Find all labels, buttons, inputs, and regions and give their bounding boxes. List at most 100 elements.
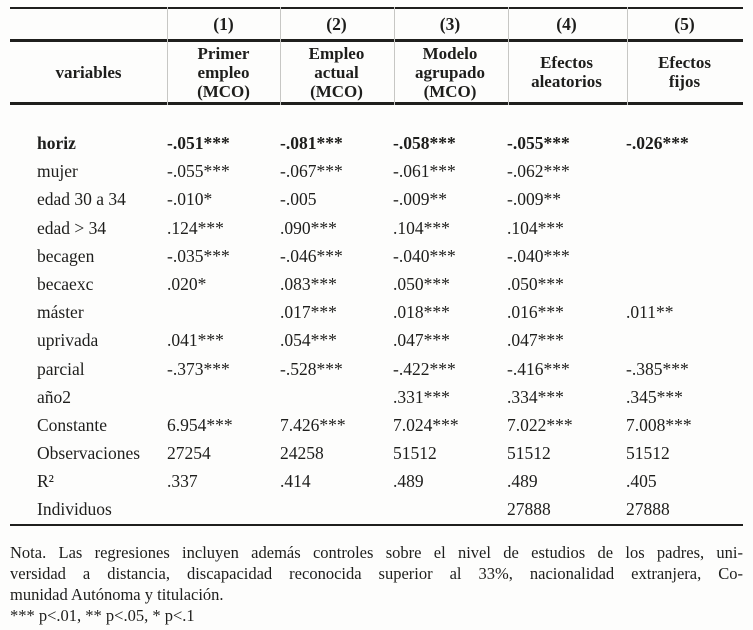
column-separator	[167, 7, 168, 105]
column-number: (1)	[213, 13, 234, 34]
value-cell: 7.024***	[393, 414, 459, 435]
column-separator	[394, 7, 395, 105]
value-cell: -.081***	[280, 133, 343, 153]
table-row: becaexc .020* .083*** .050*** .050***	[10, 270, 743, 298]
table-notes: Nota. Las regresiones incluyen además co…	[10, 542, 743, 626]
note-line: munidad Autónoma y titulación.	[10, 584, 224, 604]
value-cell: -.005	[280, 189, 317, 210]
table-content: (1) (2) (3) (4) (5) variables Primer emp…	[10, 7, 743, 626]
value-cell: .017***	[280, 302, 337, 323]
value-cell	[393, 495, 507, 523]
column-header-row: variables Primer empleo (MCO) Empleo act…	[10, 42, 743, 102]
value-cell: .050***	[393, 273, 450, 294]
value-cell: .018***	[393, 302, 450, 323]
value-cell: -.055***	[507, 133, 570, 153]
value-cell: .011**	[626, 302, 674, 323]
table-row: máster .017*** .018*** .016*** .011**	[10, 298, 743, 326]
header-rule	[10, 39, 743, 42]
row-label: uprivada	[37, 330, 99, 351]
column-separator	[508, 7, 509, 105]
row-label: Observaciones	[37, 443, 141, 464]
table-row: becagen -.035*** -.046*** -.040*** -.040***	[10, 242, 743, 270]
value-cell: -.010*	[167, 189, 213, 210]
table-header: (1) (2) (3) (4) (5) variables Primer emp…	[10, 7, 743, 105]
value-cell: .041***	[167, 330, 224, 351]
value-cell: .020*	[167, 273, 207, 294]
value-cell: .050***	[507, 273, 564, 294]
row-label: horiz	[37, 133, 76, 153]
value-cell	[626, 214, 743, 242]
value-cell	[280, 495, 393, 523]
row-label: becaexc	[37, 273, 94, 294]
table-row: uprivada .041*** .054*** .047*** .047***	[10, 326, 743, 354]
table-row: Observaciones 27254 24258 51512 51512 51512	[10, 439, 743, 467]
variables-header: variables	[55, 62, 122, 82]
note-line: Nota. Las regresiones incluyen además co…	[10, 542, 743, 562]
value-cell: .414	[280, 471, 311, 492]
row-label: R²	[37, 471, 54, 492]
table-row: edad > 34 .124*** .090*** .104*** .104***	[10, 214, 743, 242]
value-cell: .104***	[507, 217, 564, 238]
row-label: becagen	[37, 245, 95, 266]
value-cell: -.058***	[393, 133, 456, 153]
value-cell: 7.022***	[507, 414, 573, 435]
value-cell	[626, 157, 743, 185]
column-header: Empleo actual (MCO)	[308, 43, 365, 101]
row-label: año2	[37, 386, 72, 407]
column-number: (4)	[556, 13, 577, 34]
value-cell: .334***	[507, 386, 564, 407]
table-row: Constante 6.954*** 7.426*** 7.024*** 7.022**…	[10, 411, 743, 439]
value-cell: .345***	[626, 386, 683, 407]
value-cell: .047***	[393, 330, 450, 351]
column-number: (2)	[326, 13, 347, 34]
value-cell	[626, 270, 743, 298]
value-cell: 24258	[280, 443, 324, 464]
table-row: parcial -.373*** -.528*** -.422*** -.416*** -…	[10, 355, 743, 383]
column-header: Primer empleo (MCO)	[197, 43, 250, 101]
value-cell: -.051***	[167, 133, 230, 153]
value-cell: 51512	[507, 443, 551, 464]
row-label: mujer	[37, 161, 78, 182]
value-cell: 7.426***	[280, 414, 346, 435]
value-cell: .083***	[280, 273, 337, 294]
note-line: versidad a distancia, discapacidad recon…	[10, 563, 743, 583]
value-cell: .489	[393, 471, 424, 492]
column-number-row: (1) (2) (3) (4) (5)	[10, 9, 743, 39]
table-row: mujer -.055*** -.067*** -.061*** -.062***	[10, 157, 743, 185]
value-cell: .124***	[167, 217, 224, 238]
value-cell: -.040***	[393, 245, 456, 266]
value-cell	[280, 383, 393, 411]
row-label: máster	[37, 302, 84, 323]
value-cell: 27888	[507, 499, 551, 520]
table-row: Individuos 27888 27888	[10, 495, 743, 523]
column-number: (3)	[439, 13, 461, 34]
value-cell: .090***	[280, 217, 337, 238]
column-header: Efectos aleatorios	[531, 53, 602, 91]
value-cell: 7.008***	[626, 414, 692, 435]
top-rule	[10, 7, 743, 9]
value-cell: .337	[167, 471, 198, 492]
header-bottom-rule	[10, 102, 743, 105]
value-cell: -.055***	[167, 161, 230, 182]
value-cell: 6.954***	[167, 414, 233, 435]
table-row: R² .337 .414 .489 .489 .405	[10, 467, 743, 495]
table-row: año2 .331*** .334*** .345***	[10, 383, 743, 411]
value-cell: -.416***	[507, 358, 570, 379]
value-cell: .054***	[280, 330, 337, 351]
value-cell: .489	[507, 471, 538, 492]
row-label: parcial	[37, 358, 85, 379]
value-cell	[626, 185, 743, 213]
column-separator	[627, 7, 628, 105]
value-cell	[626, 242, 743, 270]
value-cell: .104***	[393, 217, 450, 238]
value-cell: 27254	[167, 443, 211, 464]
value-cell: .016***	[507, 302, 564, 323]
column-header: Modelo agrupado (MCO)	[415, 43, 485, 101]
value-cell: 27888	[626, 499, 670, 520]
value-cell: -.385***	[626, 358, 689, 379]
row-label: Constante	[37, 414, 107, 435]
value-cell	[626, 326, 743, 354]
value-cell: -.040***	[507, 245, 570, 266]
column-header: Efectos fijos	[658, 53, 711, 91]
bottom-rule	[10, 523, 743, 526]
